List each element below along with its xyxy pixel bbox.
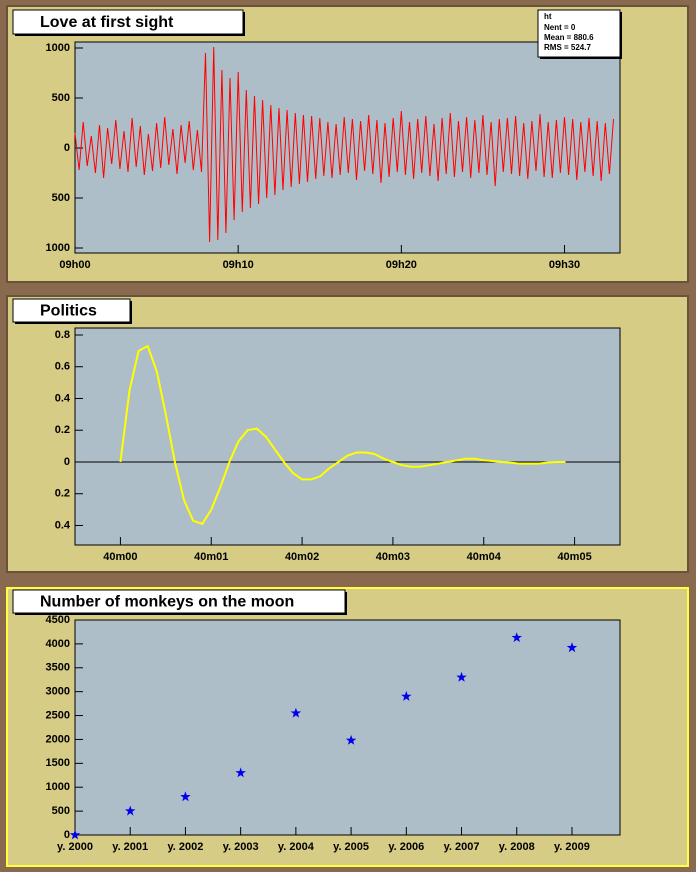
data-line — [74, 46, 614, 243]
y-tick-label: 500 — [52, 192, 70, 204]
y-tick-label: 0 — [64, 456, 70, 468]
x-tick-label: y. 2008 — [499, 841, 535, 853]
title-box — [12, 9, 244, 35]
plot-area — [74, 327, 621, 546]
chart-title: Number of monkeys on the moon — [40, 594, 294, 611]
x-tick-label: 09h00 — [59, 259, 90, 271]
y-tick-label: 0 — [64, 142, 70, 154]
data-point — [125, 805, 136, 816]
x-tick-label: 09h20 — [386, 259, 417, 271]
x-tick-label: 40m03 — [376, 551, 410, 563]
x-tick-label: 40m04 — [467, 551, 502, 563]
x-tick-label: y. 2004 — [278, 841, 315, 853]
y-tick-label: 0.2 — [55, 488, 70, 500]
stats-line: Nent = 0 — [544, 23, 576, 32]
y-tick-label: 2000 — [46, 733, 70, 745]
y-tick-label: 0.4 — [55, 519, 71, 531]
x-tick-label: 40m05 — [557, 551, 591, 563]
x-tick-label: y. 2003 — [223, 841, 259, 853]
y-tick-label: 0.2 — [55, 424, 70, 436]
y-tick-label: 0.6 — [55, 361, 70, 373]
data-line — [119, 344, 566, 526]
y-tick-label: 0 — [64, 829, 70, 841]
y-tick-label: 3000 — [46, 686, 70, 698]
plot-area — [74, 41, 621, 254]
x-tick-label: 40m02 — [285, 551, 319, 563]
x-tick-label: y. 2005 — [333, 841, 369, 853]
x-tick-label: y. 2006 — [388, 841, 424, 853]
data-point — [345, 734, 357, 745]
x-tick-label: y. 2001 — [112, 841, 148, 853]
y-tick-label: 500 — [52, 805, 70, 817]
y-tick-label: 3500 — [46, 662, 70, 674]
y-tick-label: 1000 — [46, 42, 70, 54]
y-tick-label: 500 — [52, 92, 70, 104]
data-point — [235, 767, 246, 778]
chart-title: Love at first sight — [40, 14, 174, 31]
data-point — [401, 690, 412, 701]
plot-area — [74, 619, 621, 836]
title-box — [12, 589, 346, 614]
y-tick-label: 4000 — [46, 638, 70, 650]
x-tick-label: 09h10 — [223, 259, 254, 271]
data-point — [511, 632, 522, 643]
x-tick-label: y. 2000 — [57, 841, 93, 853]
chart-title: Politics — [40, 303, 97, 320]
data-point — [69, 829, 81, 840]
y-tick-label: 4500 — [46, 614, 70, 626]
data-point — [290, 707, 302, 718]
x-tick-label: 40m00 — [103, 551, 137, 563]
data-point — [456, 671, 467, 682]
y-tick-label: 1000 — [46, 242, 70, 254]
y-tick-label: 2500 — [46, 709, 70, 721]
stats-name: ht — [544, 12, 552, 21]
y-tick-label: 1000 — [46, 781, 70, 793]
y-tick-label: 0.4 — [55, 392, 71, 404]
x-tick-label: y. 2002 — [167, 841, 203, 853]
stats-line: RMS = 524.7 — [544, 43, 591, 52]
y-tick-label: 0.8 — [55, 329, 70, 341]
stats-box — [537, 9, 621, 58]
y-tick-label: 1500 — [46, 757, 70, 769]
x-tick-label: y. 2007 — [444, 841, 480, 853]
x-tick-label: 09h30 — [549, 259, 580, 271]
title-box — [12, 298, 131, 323]
x-tick-label: y. 2009 — [554, 841, 590, 853]
data-point — [180, 791, 191, 802]
x-tick-label: 40m01 — [194, 551, 228, 563]
stats-line: Mean = 880.6 — [544, 33, 594, 42]
data-point — [566, 642, 578, 653]
